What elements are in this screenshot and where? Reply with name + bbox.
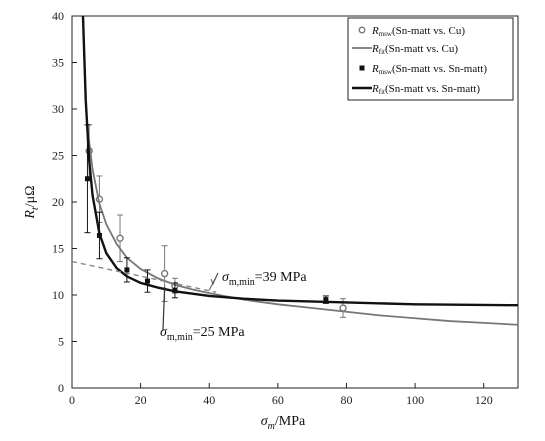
data-point-circle xyxy=(339,304,347,312)
y-tick-label: 25 xyxy=(52,149,64,163)
legend-marker-square xyxy=(359,65,365,71)
y-axis-title: Rt/μΩ xyxy=(23,185,41,219)
y-tick-label: 5 xyxy=(58,335,64,349)
x-axis-title: σm/MPa xyxy=(261,414,306,432)
legend: Rmsw(Sn-matt vs. Cu)Rfit(Sn-matt vs. Cu)… xyxy=(347,17,514,101)
annotation-sigma-39: σm,min=39 MPa xyxy=(222,270,307,288)
legend-symbol: R xyxy=(371,63,379,75)
y-tick-label: 20 xyxy=(52,195,64,209)
y-axis-title-sub: t xyxy=(30,207,41,210)
y-tick-label: 15 xyxy=(52,242,64,256)
x-tick-label: 80 xyxy=(340,393,352,407)
legend-entry-label: Rmsw(Sn-matt vs. Sn-matt) xyxy=(371,63,487,76)
y-axis-title-unit: /μΩ xyxy=(23,185,38,207)
data-point-square xyxy=(144,278,150,284)
tangent-dashed-line xyxy=(71,260,217,293)
legend-entry-label: Rfit(Sn-matt vs. Cu) xyxy=(371,43,458,56)
legend-subscript: fit xyxy=(379,88,385,96)
y-axis-ticks: 0 5 10 15 20 25 30 35 40 xyxy=(52,9,77,395)
data-point-square xyxy=(323,297,329,303)
legend-desc: (Sn-matt vs. Cu) xyxy=(385,43,458,55)
x-tick-label: 100 xyxy=(406,393,424,407)
x-tick-label: 40 xyxy=(203,393,215,407)
legend-entry-label: Rmsw(Sn-matt vs. Cu) xyxy=(371,25,465,38)
annotation-value: =39 MPa xyxy=(255,270,308,285)
annotation-value: =25 MPa xyxy=(193,325,246,340)
x-tick-label: 120 xyxy=(475,393,493,407)
x-axis-title-sub: m xyxy=(268,421,275,432)
legend-marker-circle xyxy=(358,26,366,34)
x-tick-label: 60 xyxy=(272,393,284,407)
data-point-square xyxy=(124,267,130,273)
legend-symbol: R xyxy=(371,25,379,37)
x-axis-ticks: 0 20 40 60 80 100 120 xyxy=(69,383,493,407)
legend-desc: (Sn-matt vs. Sn-matt) xyxy=(392,63,487,75)
annotation-subscript: m,min xyxy=(229,277,255,288)
data-point-circle xyxy=(116,234,124,242)
legend-subscript: msw xyxy=(379,68,393,76)
legend-subscript: msw xyxy=(379,30,393,38)
y-tick-label: 10 xyxy=(52,288,64,302)
y-tick-label: 0 xyxy=(58,381,64,395)
y-axis-title-main: R xyxy=(23,210,38,220)
x-axis-title-main: σ xyxy=(261,414,269,429)
annotation-symbol: σ xyxy=(160,325,168,340)
series-layer xyxy=(71,15,519,326)
fit-line-3 xyxy=(81,15,519,307)
legend-box xyxy=(347,17,514,101)
data-point-square xyxy=(84,176,90,182)
legend-desc: (Sn-matt vs. Cu) xyxy=(392,25,465,37)
data-point-circle xyxy=(160,269,169,278)
annotation-leader-25 xyxy=(162,286,166,331)
fit-line-1 xyxy=(86,127,519,326)
annotation-sigma-25: σm,min=25 MPa xyxy=(160,325,245,343)
x-tick-label: 0 xyxy=(69,393,75,407)
y-tick-label: 30 xyxy=(52,102,64,116)
annotation-check-mark xyxy=(210,272,219,286)
legend-symbol: R xyxy=(371,43,379,55)
legend-desc: (Sn-matt vs. Sn-matt) xyxy=(385,83,480,95)
legend-entry-label: Rfit(Sn-matt vs. Sn-matt) xyxy=(371,83,480,96)
annotation-subscript: m,min xyxy=(167,332,193,343)
y-tick-label: 40 xyxy=(52,9,64,23)
x-axis-title-unit: /MPa xyxy=(275,414,306,429)
x-tick-label: 20 xyxy=(135,393,147,407)
legend-subscript: fit xyxy=(379,48,385,56)
annotation-symbol: σ xyxy=(222,270,230,285)
y-tick-label: 35 xyxy=(52,56,64,70)
legend-symbol: R xyxy=(371,83,379,95)
